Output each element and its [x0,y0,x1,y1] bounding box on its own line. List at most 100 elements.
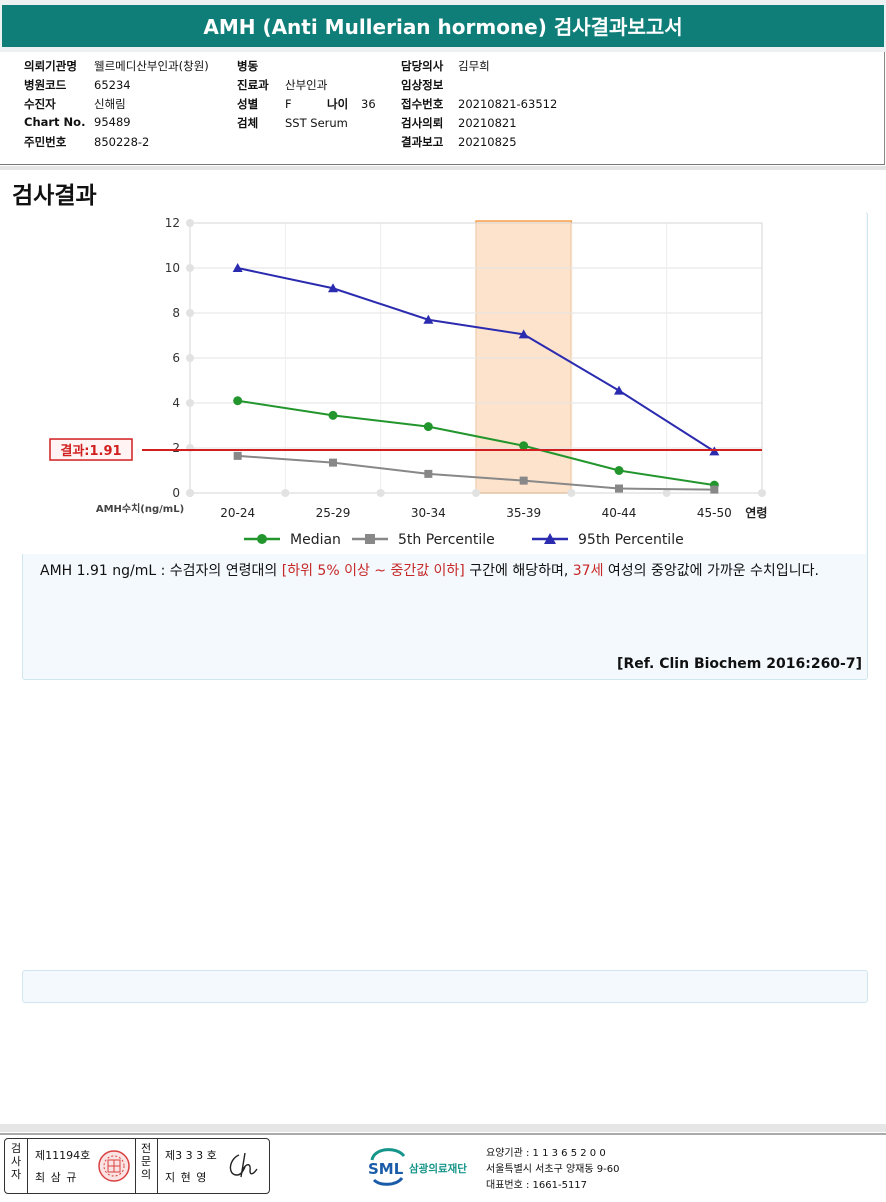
x-tick-dot [662,489,671,497]
section-separator [0,166,886,170]
sml-logo: SML 삼광의료재단 [366,1144,484,1192]
series-line-95th-percentile [237,267,715,453]
result-comment: AMH 1.91 ng/mL : 수검자의 연령대의 [하위 5% 이상 ~ 중… [40,560,860,582]
dept-value: 산부인과 [285,78,328,92]
y-tick-label: 0 [172,486,180,500]
series-line-5th-percentile [237,454,715,491]
y-tick-label: 12 [165,216,180,230]
x-tick-label: 25-29 [316,506,351,520]
data-point [518,329,529,339]
receipt-label: 접수번호 [401,97,444,111]
legend-marker [544,533,556,544]
report-date-value: 20210825 [458,135,517,149]
y-tick-label: 10 [165,261,180,275]
empty-panel [22,970,868,1003]
patient-label: 수진자 [24,97,56,111]
legend-label: Median [290,532,341,548]
y-tick-dot [186,354,194,362]
report-date-label: 결과보고 [401,135,444,149]
specialist-name: 지 현 영 [165,1171,208,1184]
inspector-name: 최 삼 규 [35,1171,78,1184]
request-label: 검사의뢰 [401,116,444,130]
x-tick-label: 20-24 [220,506,255,520]
data-point [519,476,528,485]
comment-age: 37세 [572,563,604,579]
data-point [328,410,338,420]
chart-no-label: Chart No. [24,115,86,129]
hospital-code-value: 65234 [94,78,131,92]
age-value: 36 [361,97,376,111]
x-tick-dot [186,489,194,497]
inspector-label: 검사자 [10,1142,22,1181]
section-title: 검사결과 [12,183,97,209]
report-title: AMH (Anti Mullerian hormone) 검사결과보고서 [2,5,884,47]
legend-marker [257,534,267,544]
y-tick-label: 4 [172,396,180,410]
sml-abbr: SML [368,1160,404,1178]
receipt-value: 20210821-63512 [458,97,558,111]
x-tick-dot [376,489,385,497]
signature-icon [229,1152,258,1178]
y-tick-dot [186,399,194,407]
address: 서울특별시 서초구 양재동 9-60 [486,1164,620,1175]
chart-no-value: 95489 [94,115,131,129]
comment-part3: 여성의 중앙값에 가까운 수치입니다. [603,563,819,579]
data-point [232,263,243,272]
hospital-code-label: 병원코드 [24,78,67,92]
y-axis-label: AMH수치(ng/mL) [96,502,184,515]
x-tick-dot [281,489,290,497]
signature-box: 검사자 제11194호 최 삼 규 전문의 제3 3 3 호 지 현 영 [4,1138,270,1194]
highlight-band [475,220,573,494]
reference-citation: [Ref. Clin Biochem 2016:260-7] [617,656,862,672]
amh-chart: 0 2 4 6 8 10 12 20-24 25-29 30-34 35-39 40-44 45-50 연… [49,216,767,548]
legend-label: 95th Percentile [578,532,684,548]
doctor-value: 김무희 [458,59,490,73]
x-tick-dot [472,489,480,497]
x-tick-label: 45-50 [697,506,732,520]
series-line-median [237,399,715,487]
specialist-no: 제3 3 3 호 [165,1149,217,1162]
footer-rule [0,1133,886,1135]
institution-label: 의뢰기관명 [24,59,77,73]
y-tick-label: 6 [172,351,180,365]
x-tick-label: 35-39 [506,506,541,520]
y-tick-dot [186,264,194,272]
x-tick-label: 30-34 [411,506,446,520]
id-no-value: 850228-2 [94,135,150,149]
institution-code: 요양기관 : 1 1 3 6 5 2 0 0 [486,1148,606,1159]
data-point [233,451,242,460]
request-value: 20210821 [458,116,517,130]
seal-stamp-icon [98,1150,130,1182]
chart-area: 0 2 4 6 8 10 12 20-24 25-29 30-34 35-39 40-44 45-50 연… [22,212,866,554]
x-tick-dot [567,489,576,497]
phone: 대표번호 : 1661-5117 [486,1180,588,1191]
sex-value: F [285,97,292,111]
patient-info-panel: 의뢰기관명 웰르메디산부인과(창원) 병원코드 65234 수진자 신해림 Chart… [0,52,885,165]
result-label: 결과:1.91 [60,443,121,459]
sml-logo-icon: SML 삼광의료재단 [368,1148,467,1186]
address-block: 요양기관 : 1 1 3 6 5 2 0 0 서울특별시 서초구 양재동 9-6… [486,1146,619,1194]
data-point [423,422,433,432]
result-label-box [49,438,133,461]
doctor-label: 담당의사 [401,59,444,73]
comment-range: [하위 5% 이상 ~ 중간값 이하] [281,563,465,579]
specialist-label: 전문의 [140,1142,152,1181]
footer-band [0,1124,886,1132]
data-point [614,466,624,475]
y-tick-dot [186,219,194,227]
data-point [519,441,529,451]
specimen-value: SST Serum [285,116,348,130]
data-point [233,396,243,406]
institution-value: 웰르메디산부인과(창원) [94,59,209,73]
dept-label: 진료과 [237,78,269,92]
age-label: 나이 [327,97,349,111]
data-point [614,385,624,395]
patient-value: 신해림 [94,97,126,111]
data-point [710,485,719,494]
x-axis-suffix: 연령 [745,505,767,520]
id-no-label: 주민번호 [24,135,67,149]
clinical-label: 임상정보 [401,78,444,92]
comment-part1: AMH 1.91 ng/mL : 수검자의 연령대의 [40,563,282,579]
data-point [329,458,337,467]
ward-label: 병동 [237,59,259,73]
